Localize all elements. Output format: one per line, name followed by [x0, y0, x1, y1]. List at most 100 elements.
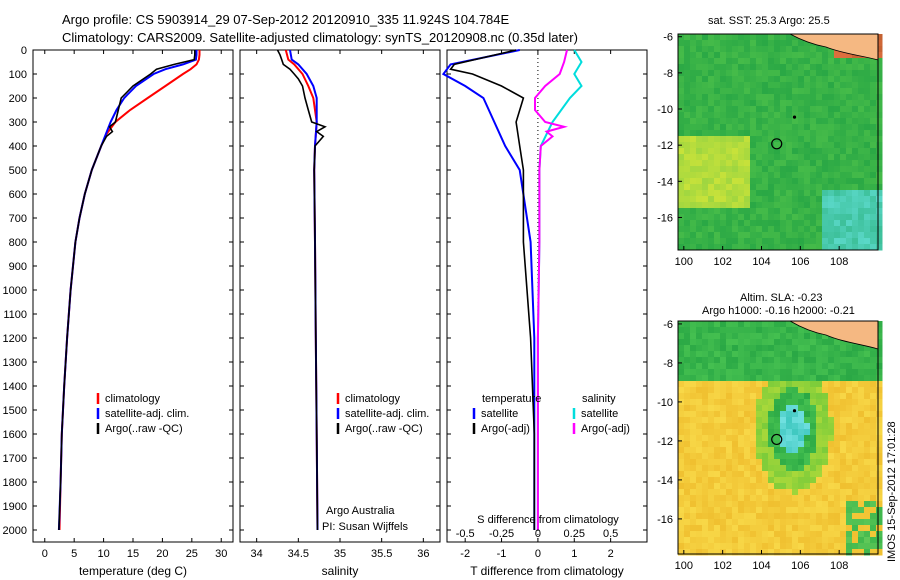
map-cell: [690, 477, 697, 484]
map-cell: [804, 537, 811, 544]
map-cell: [774, 58, 781, 65]
map-cell: [756, 387, 763, 394]
x-tick-label: 20: [156, 548, 168, 560]
map-cell: [720, 88, 727, 95]
map-cell: [684, 46, 691, 53]
map-cell: [750, 136, 757, 143]
map-cell: [738, 184, 745, 191]
map-cell: [756, 112, 763, 119]
map-cell: [786, 208, 793, 215]
map-cell: [822, 357, 829, 364]
map-cell: [834, 507, 841, 514]
map-cell: [822, 507, 829, 514]
map-cell: [798, 471, 805, 478]
map-cell: [828, 351, 835, 358]
map-cell: [816, 208, 823, 215]
map-cell: [762, 88, 769, 95]
map-cell: [762, 226, 769, 233]
map-cell: [822, 82, 829, 89]
map-cell: [756, 64, 763, 71]
map-cell: [756, 519, 763, 526]
map-cell: [690, 327, 697, 334]
map-cell: [846, 154, 853, 161]
map-cell: [702, 154, 709, 161]
map-cell: [858, 136, 865, 143]
map-cell: [756, 339, 763, 346]
map-cell: [870, 88, 877, 95]
map-cell: [870, 118, 877, 125]
map-cell: [876, 471, 883, 478]
map-cell: [792, 88, 799, 95]
map-cell: [786, 375, 793, 382]
map-cell: [714, 435, 721, 442]
map-cell: [834, 459, 841, 466]
map-cell: [792, 100, 799, 107]
map-cell: [696, 52, 703, 59]
map-cell: [696, 357, 703, 364]
map-cell: [852, 88, 859, 95]
map-cell: [786, 70, 793, 77]
map-cell: [798, 327, 805, 334]
map-cell: [792, 525, 799, 532]
map-cell: [726, 220, 733, 227]
map-cell: [720, 40, 727, 47]
map-cell: [690, 489, 697, 496]
map-cell: [852, 477, 859, 484]
map-cell: [768, 423, 775, 430]
map-cell: [720, 94, 727, 101]
map-cell: [876, 178, 883, 185]
map-cell: [780, 172, 787, 179]
map-cell: [762, 363, 769, 370]
map-cell: [690, 178, 697, 185]
map-cell: [762, 208, 769, 215]
map-cell: [714, 58, 721, 65]
map-cell: [792, 58, 799, 65]
x-tick-label: 0: [535, 548, 541, 560]
map-cell: [732, 82, 739, 89]
map-cell: [768, 417, 775, 424]
map-cell: [744, 465, 751, 472]
map-cell: [696, 184, 703, 191]
map-cell: [804, 76, 811, 83]
map-cell: [816, 441, 823, 448]
map-cell: [780, 76, 787, 83]
map-cell: [702, 465, 709, 472]
map-cell: [684, 339, 691, 346]
map-cell: [786, 118, 793, 125]
map-cell: [756, 58, 763, 65]
map-cell: [762, 405, 769, 412]
map-cell: [780, 94, 787, 101]
map-cell: [810, 130, 817, 137]
map-cell: [852, 405, 859, 412]
map-cell: [744, 130, 751, 137]
map-cell: [846, 531, 853, 538]
map-cell: [732, 417, 739, 424]
map-cell: [774, 351, 781, 358]
map-cell: [678, 100, 685, 107]
map-cell: [834, 190, 841, 197]
map-cell: [726, 184, 733, 191]
map-cell: [684, 154, 691, 161]
map-cell: [876, 477, 883, 484]
map-cell: [822, 238, 829, 245]
map-cell: [798, 148, 805, 155]
map-cell: [798, 208, 805, 215]
map-cell: [750, 375, 757, 382]
top-x-tick-label: 0: [535, 528, 541, 540]
map-cell: [840, 417, 847, 424]
map-cell: [858, 417, 865, 424]
map-cell: [846, 160, 853, 167]
y-tick-label: 900: [9, 261, 27, 273]
map-cell: [786, 214, 793, 221]
map-cell: [732, 130, 739, 137]
map-cell: [876, 226, 883, 233]
map-cell: [714, 88, 721, 95]
map-cell: [738, 525, 745, 532]
map-cell: [738, 381, 745, 388]
argo-location-marker: [771, 433, 783, 446]
map-cell: [750, 327, 757, 334]
map-cell: [726, 543, 733, 550]
map-cell: [846, 429, 853, 436]
map-cell: [756, 471, 763, 478]
map-cell: [738, 160, 745, 167]
